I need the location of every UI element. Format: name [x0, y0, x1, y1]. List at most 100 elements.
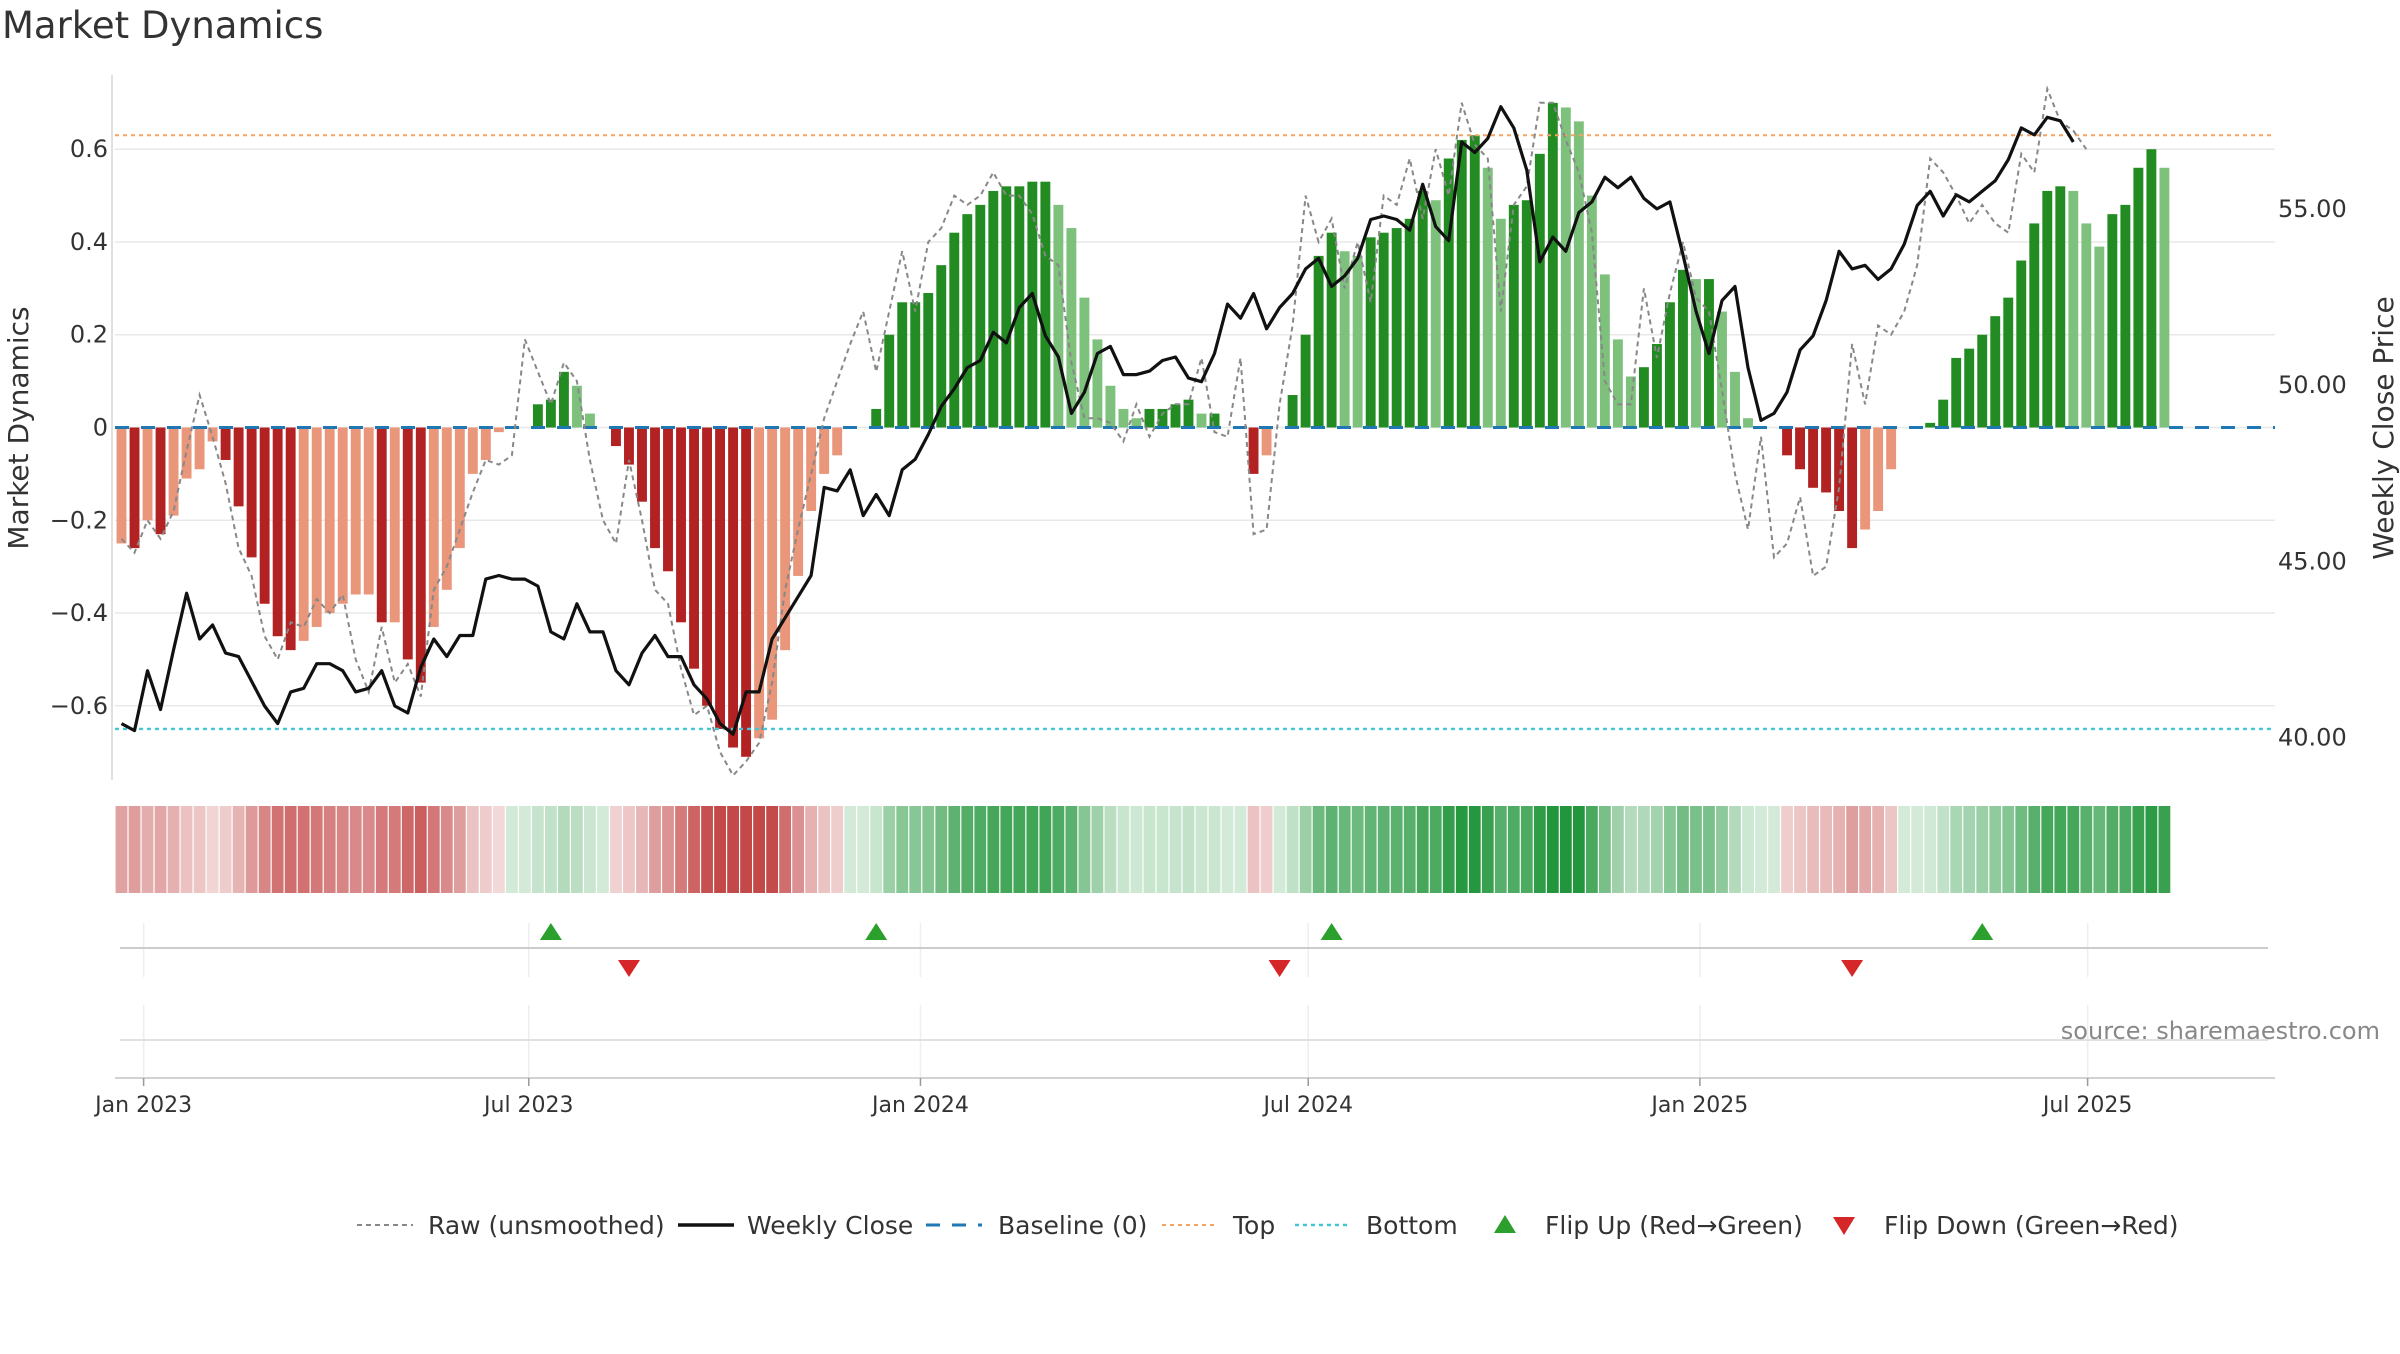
dynamics-bar [1105, 385, 1116, 428]
heat-strip-cell [2067, 806, 2080, 893]
dynamics-bar [2107, 214, 2118, 428]
x-tick-label: Jul 2025 [2041, 1093, 2133, 1118]
heat-strip-cell [558, 806, 570, 893]
heat-strip-cell [1651, 806, 1663, 893]
heat-strip-cell [1091, 806, 1104, 893]
dynamics-bar [1001, 186, 1012, 428]
flip-up-marker [539, 923, 562, 940]
dynamics-bar [819, 427, 830, 474]
dynamics-bar [272, 427, 283, 637]
dynamics-bar [1404, 218, 1415, 428]
dynamics-bar [1951, 357, 1962, 428]
heat-strip-cell [1247, 806, 1260, 893]
dynamics-bar [402, 427, 413, 660]
heat-strip-cell [1286, 806, 1299, 893]
heat-strip-cell [1221, 806, 1234, 893]
legend-label: Bottom [1366, 1211, 1458, 1240]
dynamics-bar [2055, 186, 2066, 428]
dynamics-bar [207, 427, 218, 442]
heat-strip-cell [2158, 806, 2171, 893]
heat-strip-cell [870, 806, 883, 893]
dynamics-bar [1443, 158, 1454, 428]
dynamics-bar [650, 427, 660, 549]
heat-strip-cell [1442, 806, 1455, 893]
y2-tick-label: 40.00 [2278, 724, 2347, 752]
heat-strip-cell [1390, 806, 1403, 893]
dynamics-bar [1860, 427, 1871, 530]
dynamics-bar [1352, 255, 1363, 428]
heat-strip-cell [727, 806, 739, 893]
heat-strip-cell [571, 806, 583, 893]
heat-strip-cell [1481, 806, 1494, 893]
legend-label: Top [1232, 1211, 1275, 1240]
dynamics-bar [363, 427, 374, 595]
dynamics-bar [1651, 344, 1662, 428]
heat-strip-cell [610, 806, 622, 893]
dynamics-bar [1508, 204, 1519, 428]
heat-strip-cell [1507, 806, 1520, 893]
dynamics-bar [1053, 204, 1064, 428]
dynamics-bar [1456, 139, 1467, 428]
dynamics-bar [324, 427, 335, 614]
x-tick-label: Jan 2025 [1649, 1093, 1748, 1118]
y-tick-label: −0.6 [50, 692, 108, 720]
heat-strip-cell [1598, 806, 1611, 893]
heat-strip-cell [831, 806, 844, 893]
flip-up-marker [1320, 923, 1343, 940]
legend-label: Baseline (0) [998, 1211, 1147, 1240]
dynamics-bar [129, 427, 140, 549]
flip-down-marker [617, 960, 640, 977]
dynamics-bar [545, 399, 556, 428]
dynamics-bar [1547, 102, 1558, 428]
dynamics-bar [936, 265, 947, 428]
heat-strip-cell [1195, 806, 1208, 893]
dynamics-bar [1261, 427, 1272, 456]
heat-strip-cell [1976, 806, 1989, 893]
heat-strip-cell [128, 806, 141, 893]
dynamics-bar [467, 427, 478, 474]
dynamics-bar [1925, 422, 1936, 428]
dynamics-bar [2120, 204, 2131, 428]
heat-strip-cell [466, 806, 479, 893]
dynamics-bar [975, 204, 986, 428]
heat-strip-cell [141, 806, 154, 893]
heat-strip-cell [1611, 806, 1624, 893]
weekly-close-line [120, 105, 2075, 736]
heat-strip-cell [336, 806, 349, 893]
dynamics-bar [1430, 200, 1441, 428]
raw-series-line [120, 85, 2088, 778]
chart-title: Market Dynamics [2, 4, 324, 47]
dynamics-bar [1977, 334, 1988, 428]
y-tick-label: −0.4 [50, 599, 108, 627]
heat-strip-cell [1716, 806, 1728, 893]
dynamics-bar [2042, 190, 2053, 428]
dynamics-bar [116, 427, 127, 544]
y2-tick-label: 50.00 [2278, 371, 2347, 399]
heat-strip-cell [2028, 806, 2041, 893]
dynamics-bar [1313, 255, 1324, 428]
heat-strip-cell [922, 806, 935, 893]
heat-strip-cell [857, 806, 870, 893]
dynamics-bar [702, 427, 712, 706]
heat-strip-cell [1664, 806, 1676, 893]
x-tick-label: Jul 2023 [482, 1093, 574, 1118]
dynamics-bar [1339, 251, 1350, 428]
dynamics-bar [1938, 399, 1949, 428]
dynamics-bar [611, 427, 621, 447]
y-tick-label: 0.2 [70, 321, 108, 349]
heat-strip-cell [1104, 806, 1117, 893]
flip-up-marker [865, 923, 888, 940]
heat-strip-cell [1429, 806, 1442, 893]
y-tick-label: 0.6 [70, 135, 108, 163]
dynamics-bar [2029, 223, 2040, 428]
heat-strip-cell [414, 806, 427, 893]
heat-strip-cell [479, 806, 492, 893]
dynamics-bar [1834, 427, 1845, 511]
dynamics-bar [1300, 334, 1311, 428]
dynamics-bar [428, 427, 439, 627]
heat-strip-cell [2080, 806, 2093, 893]
dynamics-bar [142, 427, 153, 521]
heat-strip-cell [1937, 806, 1950, 893]
heat-strip-cell [1585, 806, 1598, 893]
dynamics-bar [337, 427, 348, 604]
